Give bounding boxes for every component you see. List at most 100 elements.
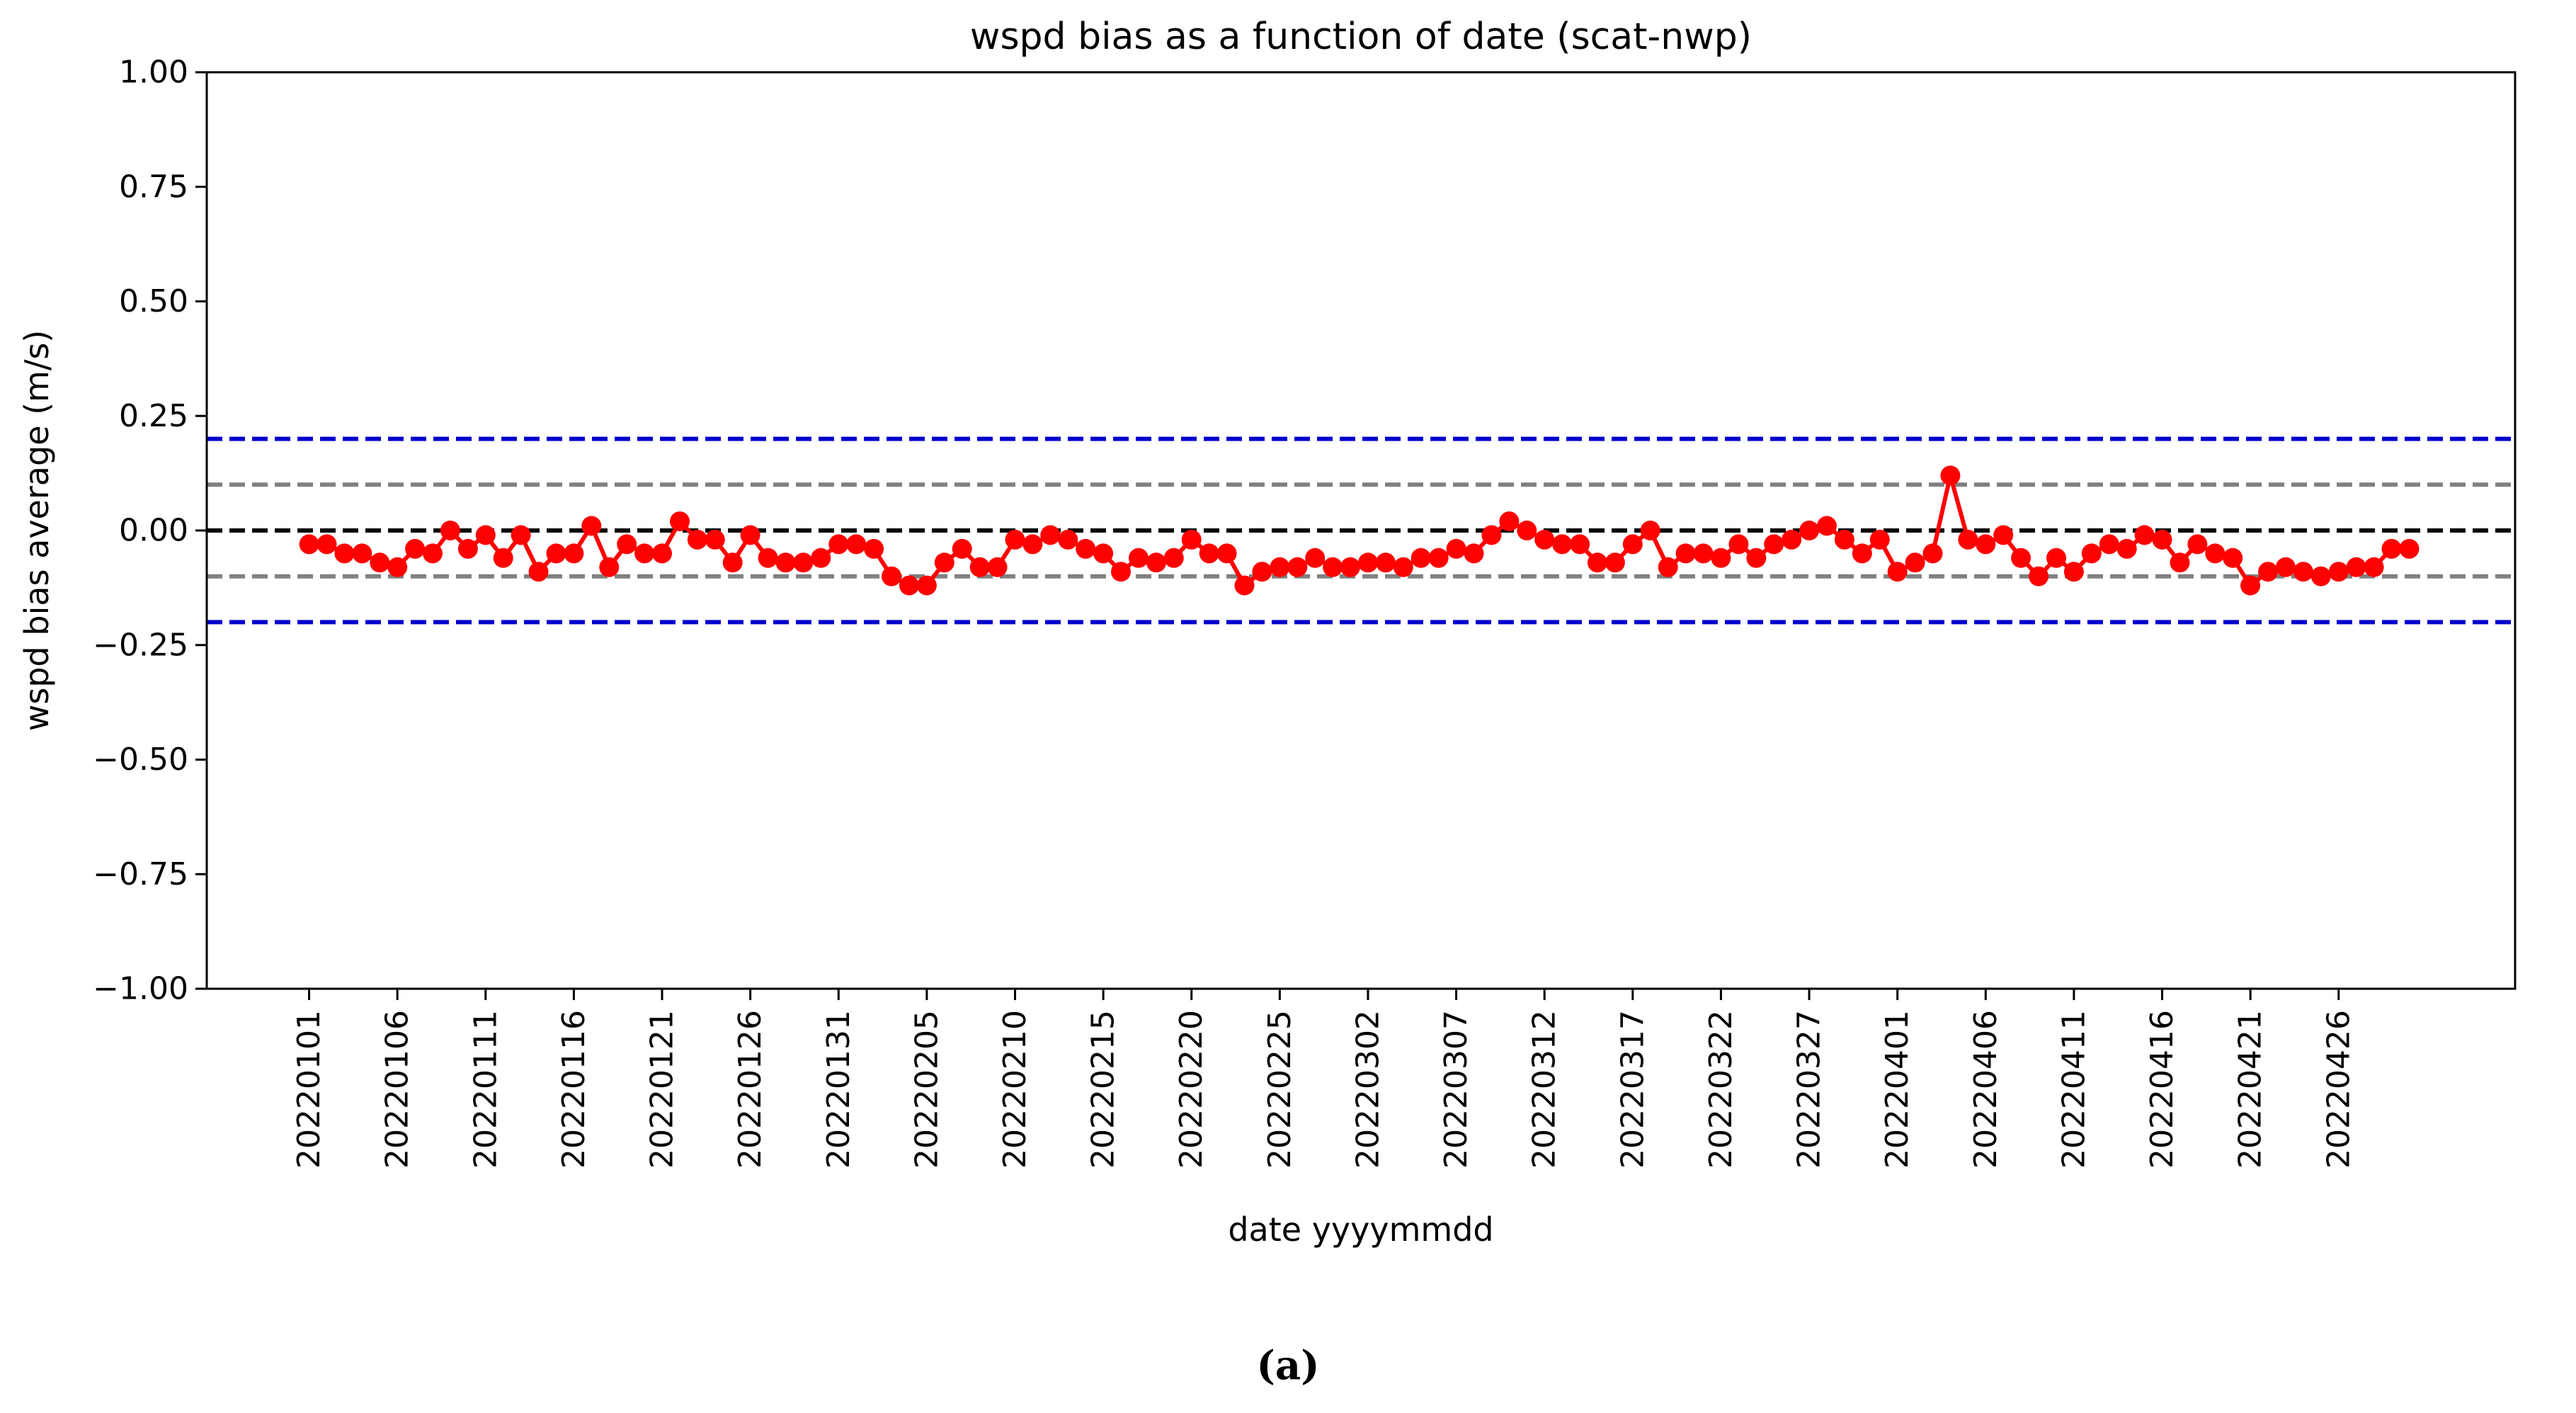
data-point — [2293, 562, 2313, 582]
data-point — [916, 575, 937, 596]
x-tick-label: 20220411 — [2056, 1010, 2092, 1169]
data-point — [1693, 543, 1714, 564]
data-point — [1605, 552, 1625, 573]
data-point — [705, 529, 725, 550]
data-point — [793, 552, 814, 573]
x-tick-label: 20220401 — [1879, 1010, 1915, 1169]
y-axis-label: wspd bias average (m/s) — [18, 330, 56, 731]
data-point — [740, 525, 760, 545]
x-tick-label: 20220131 — [821, 1010, 857, 1169]
data-point — [2116, 538, 2137, 559]
x-tick-label: 20220416 — [2144, 1010, 2180, 1169]
data-point — [599, 557, 620, 577]
data-point — [1869, 529, 1890, 550]
y-tick-label: −1.00 — [93, 971, 188, 1007]
data-point — [475, 525, 496, 545]
data-point — [1111, 562, 1131, 582]
data-point — [299, 534, 319, 555]
data-point — [811, 547, 831, 568]
data-point — [317, 534, 337, 555]
data-point — [528, 562, 549, 582]
data-point — [1799, 521, 1820, 540]
data-point — [987, 557, 1008, 577]
data-point — [2134, 525, 2155, 545]
data-point — [2170, 552, 2190, 573]
data-point — [687, 529, 707, 550]
data-point — [564, 543, 584, 564]
x-tick-label: 20220101 — [291, 1010, 327, 1169]
data-point — [1199, 543, 1219, 564]
data-point — [546, 543, 566, 564]
data-point — [2381, 538, 2402, 559]
data-point — [1905, 552, 1925, 573]
x-tick-label: 20220215 — [1085, 1010, 1122, 1169]
data-point — [1358, 552, 1378, 573]
data-point — [758, 547, 778, 568]
data-point — [457, 538, 478, 559]
data-point — [1993, 525, 2014, 545]
data-point — [352, 543, 372, 564]
data-point — [1305, 547, 1326, 568]
data-point — [1393, 557, 1413, 577]
data-point — [1570, 534, 1590, 555]
x-axis-label: date yyyymmdd — [1228, 1210, 1493, 1249]
data-point — [1852, 543, 1872, 564]
data-point — [2310, 566, 2331, 586]
data-point — [2399, 538, 2420, 559]
x-tick-label: 20220327 — [1791, 1010, 1828, 1169]
chart-title: wspd bias as a function of date (scat-nw… — [970, 16, 1752, 58]
data-point — [2187, 534, 2208, 555]
x-tick-label: 20220302 — [1350, 1010, 1386, 1169]
data-point — [1658, 557, 1678, 577]
data-point — [1129, 547, 1149, 568]
data-point — [1640, 521, 1660, 540]
data-point — [1323, 557, 1343, 577]
y-tick-label: −0.75 — [93, 856, 188, 892]
data-point — [1481, 525, 1502, 545]
data-point — [952, 538, 972, 559]
data-point — [2276, 557, 2296, 577]
data-point — [493, 547, 513, 568]
data-point — [2258, 562, 2279, 582]
data-point — [1728, 534, 1749, 555]
data-point — [1410, 547, 1431, 568]
data-point — [670, 511, 690, 532]
data-point — [1746, 547, 1767, 568]
x-tick-label: 20220205 — [908, 1010, 945, 1169]
data-point — [1340, 557, 1360, 577]
data-point — [1534, 529, 1555, 550]
data-point — [634, 543, 655, 564]
data-point — [846, 534, 867, 555]
data-point — [722, 552, 743, 573]
data-point — [1022, 534, 1043, 555]
x-tick-label: 20220322 — [1703, 1010, 1739, 1169]
y-tick-label: 0.50 — [119, 283, 188, 319]
data-point — [1040, 525, 1061, 545]
data-point — [334, 543, 355, 564]
data-point — [1464, 543, 1484, 564]
data-point — [1446, 538, 1466, 559]
data-point — [1234, 575, 1255, 596]
data-point — [2046, 547, 2066, 568]
y-tick-label: 1.00 — [119, 55, 188, 91]
data-point — [511, 525, 531, 545]
x-tick-label: 20220121 — [644, 1010, 680, 1169]
data-point — [828, 534, 849, 555]
x-tick-label: 20220317 — [1614, 1010, 1651, 1169]
data-point — [1093, 543, 1114, 564]
data-point — [1216, 543, 1237, 564]
data-point — [1163, 547, 1184, 568]
data-point — [2063, 562, 2084, 582]
x-tick-label: 20220225 — [1262, 1010, 1298, 1169]
y-tick-label: −0.25 — [93, 627, 188, 663]
x-tick-label: 20220421 — [2233, 1010, 2269, 1169]
data-point — [370, 552, 390, 573]
x-tick-label: 20220106 — [380, 1010, 416, 1169]
x-tick-label: 20220210 — [997, 1010, 1033, 1169]
data-point — [1711, 547, 1731, 568]
data-point — [1922, 543, 1943, 564]
data-point — [1817, 516, 1837, 536]
x-tick-label: 20220111 — [467, 1010, 503, 1169]
data-point — [1622, 534, 1643, 555]
data-point — [1588, 552, 1607, 573]
